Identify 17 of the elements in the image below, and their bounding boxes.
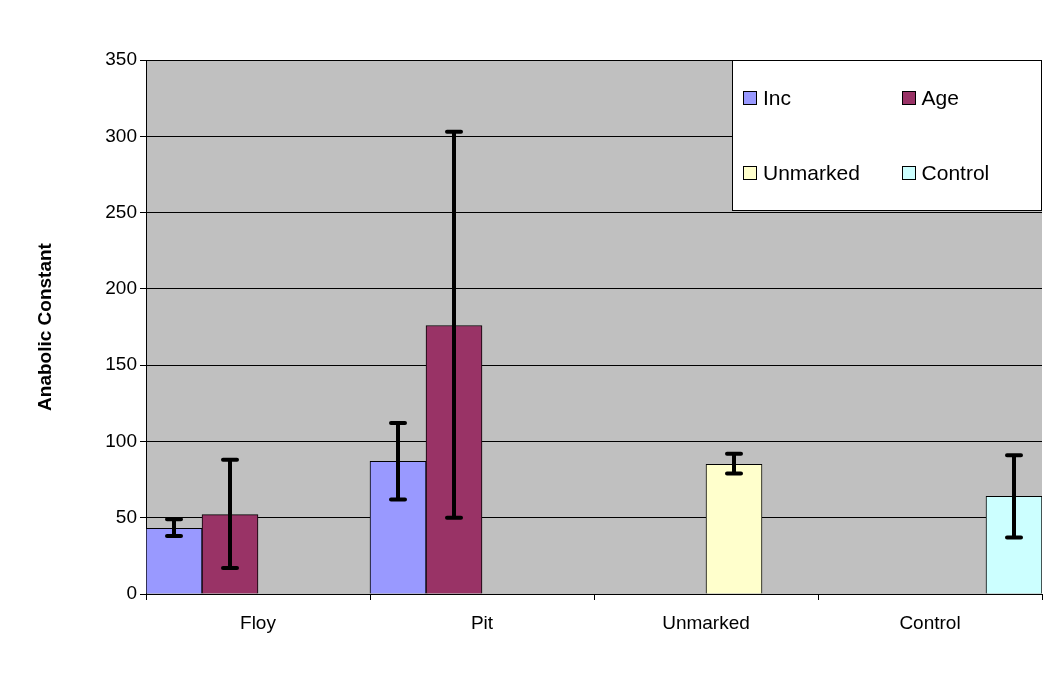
y-tick-label: 100 <box>105 429 137 451</box>
legend-label: Control <box>921 160 990 185</box>
y-tick-label: 300 <box>105 124 137 146</box>
y-tick-label: 50 <box>115 505 137 527</box>
x-tick-label: Pit <box>470 611 494 633</box>
y-tick-label: 200 <box>105 277 137 299</box>
x-tick-label: Unmarked <box>662 611 750 633</box>
legend-label: Inc <box>763 86 792 111</box>
legend-label: Unmarked <box>763 160 860 185</box>
y-axis-title: Anabolic Constant <box>33 242 55 411</box>
y-tick-label: 350 <box>105 48 137 70</box>
y-tick-label: 0 <box>126 582 137 604</box>
y-tick-label: 250 <box>105 200 137 222</box>
x-tick-label: Control <box>899 611 961 633</box>
legend-label: Age <box>921 86 959 111</box>
y-tick-label: 150 <box>105 353 137 375</box>
x-tick-label: Floy <box>240 611 277 633</box>
